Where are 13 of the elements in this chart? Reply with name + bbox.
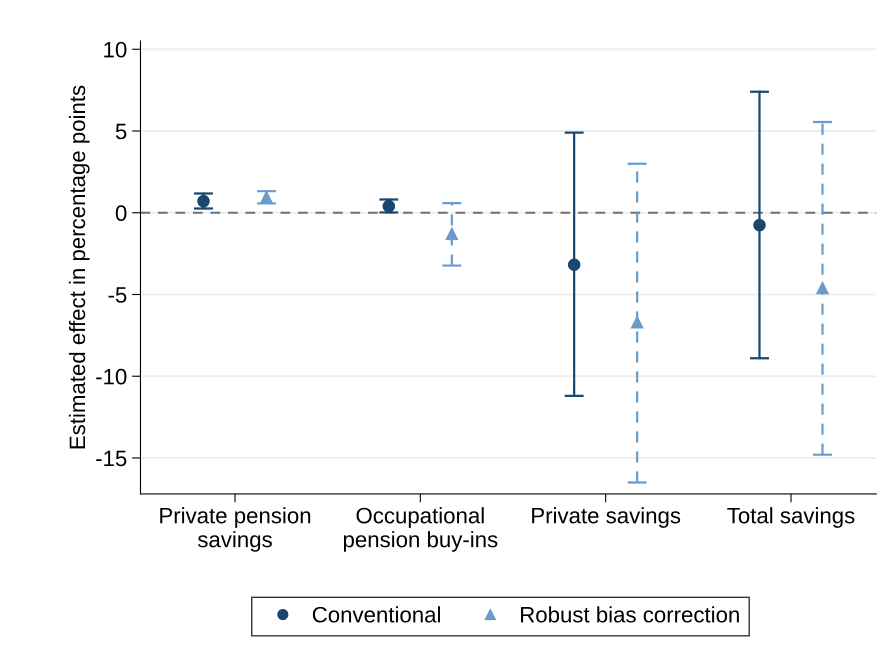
y-tick-label: 10: [104, 42, 126, 58]
legend-label: Robust bias correction: [521, 606, 739, 623]
y-tick-label: -5: [108, 287, 126, 303]
x-tick-label: Occupational pension buy-ins: [344, 507, 498, 552]
y-tick-label: -15: [96, 450, 126, 466]
y-tick-label: -10: [96, 368, 126, 385]
y-tick-label: 5: [116, 124, 126, 140]
y-axis-title: Estimated effect in percentage points: [68, 86, 90, 448]
y-tick-label: 0: [116, 205, 126, 222]
x-tick-label: Private savings: [532, 507, 680, 528]
x-tick-label: Private pension savings: [160, 507, 310, 552]
legend-label: Conventional: [312, 606, 440, 623]
x-tick-label: Total savings: [727, 507, 854, 528]
